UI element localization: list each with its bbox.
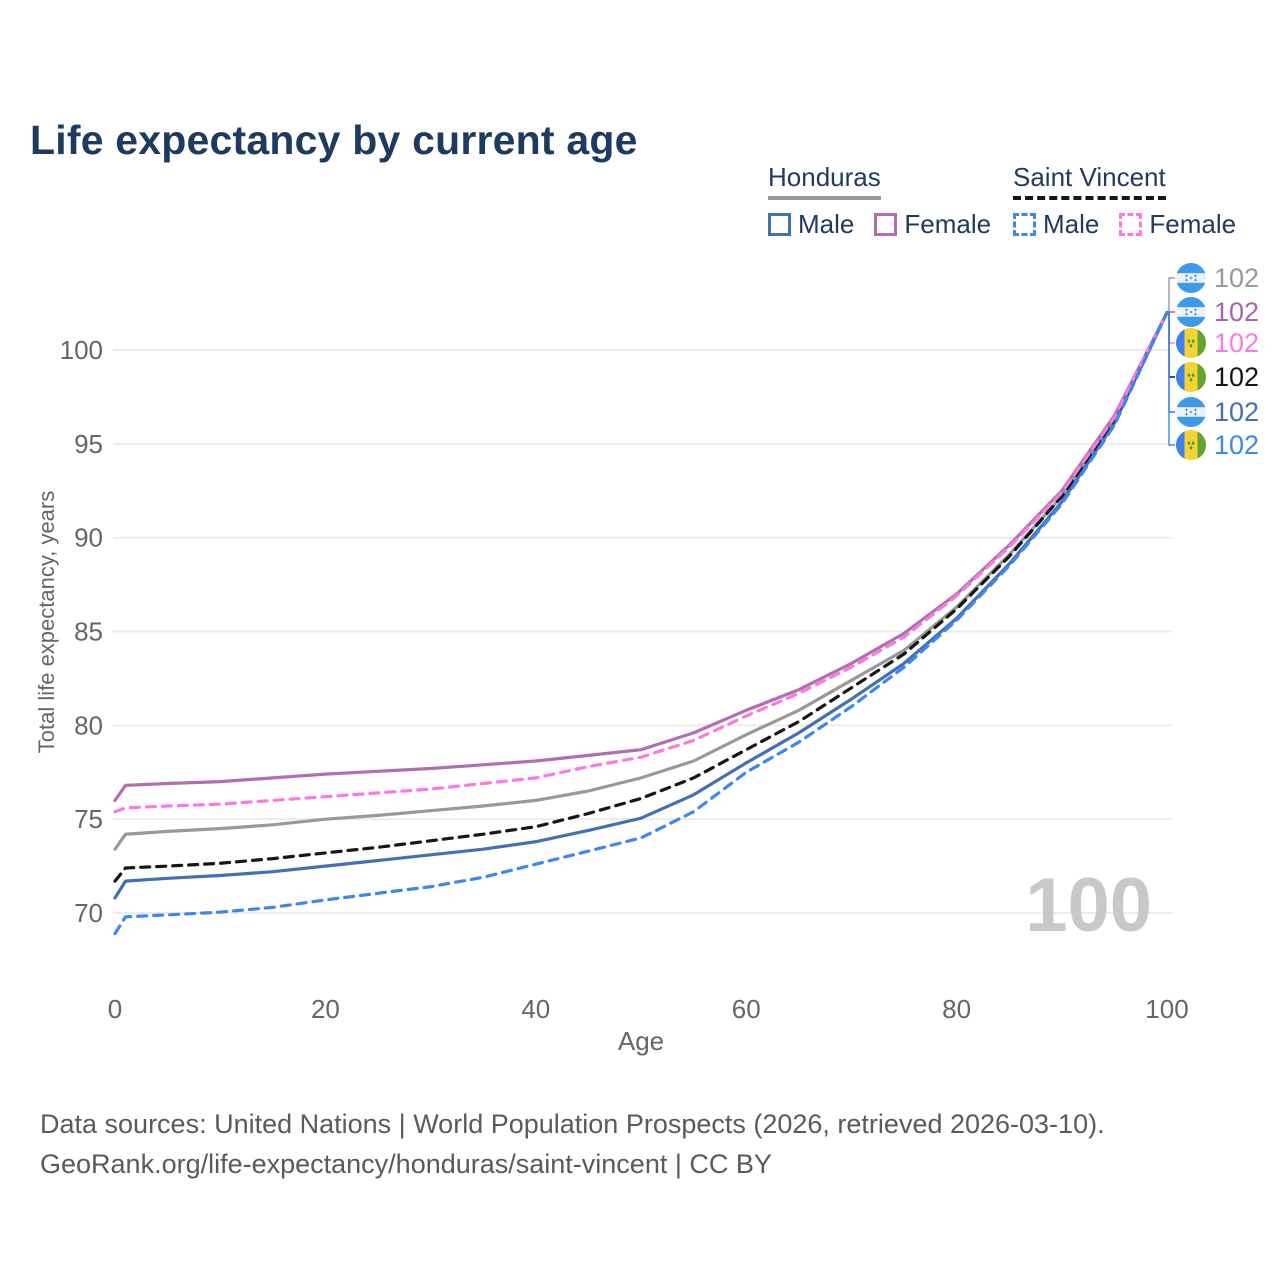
y-tick-label: 90 [74,523,103,553]
saint-vincent-flag-icon [1176,430,1206,460]
end-label-row-hn_female: 102 [1176,297,1259,327]
honduras-flag-icon [1176,297,1206,327]
legend-label-honduras-female: Female [904,209,992,239]
x-axis-title: Age [617,1026,665,1056]
honduras-flag-icon [1176,397,1206,427]
series-line-hn_total[interactable] [113,310,1169,851]
legend-item-saint-vincent-male[interactable]: Male [1013,209,1099,240]
legend-swatch-honduras-female [874,213,898,236]
legend-group-honduras: Honduras Male Female [768,162,991,240]
x-tick-label: 40 [521,994,550,1024]
y-tick-label: 100 [60,335,103,365]
x-tick-label: 20 [311,994,340,1024]
series-line-vc_male[interactable] [113,310,1169,936]
leader-line-vc_male [1167,311,1175,446]
end-value-vc_male: 102 [1214,430,1260,460]
honduras-flag-icon [1176,397,1206,427]
leader-line-hn_male [1167,311,1175,413]
legend-label-saint-vincent-female: Female [1149,209,1237,239]
saint-vincent-flag-icon [1176,328,1206,358]
y-axis-title: Total life expectancy, years [34,490,59,754]
leader-line-vc_total [1167,311,1175,378]
y-tick-label: 70 [74,898,103,928]
x-tick-label: 0 [108,994,122,1024]
y-tick-label: 95 [74,429,103,459]
end-label-row-vc_total: 102 [1176,362,1259,392]
legend-header-saint-vincent[interactable]: Saint Vincent [1013,162,1166,200]
series-line-hn_male[interactable] [113,310,1169,900]
y-tick-label: 75 [74,804,103,834]
y-tick-label: 85 [74,617,103,647]
legend-group-saint-vincent: Saint Vincent Male Female [1013,162,1236,240]
hovered-age-indicator: 100 [1025,863,1152,948]
legend-header-honduras[interactable]: Honduras [768,162,881,200]
footer-data-sources: Data sources: United Nations | World Pop… [40,1109,1105,1139]
legend-item-honduras-female[interactable]: Female [874,209,991,240]
end-label-row-vc_male: 102 [1176,430,1259,460]
end-value-hn_total: 102 [1214,263,1260,293]
end-label-row-hn_male: 102 [1176,397,1259,427]
saint-vincent-flag-icon [1176,362,1206,392]
footer-attribution: GeoRank.org/life-expectancy/honduras/sai… [40,1149,772,1179]
page-title: Life expectancy by current age [30,117,638,164]
end-value-hn_male: 102 [1214,397,1260,427]
series-line-vc_total[interactable] [113,310,1169,883]
end-label-row-vc_female: 102 [1176,328,1259,358]
saint-vincent-flag-icon [1176,328,1206,358]
x-tick-label: 80 [942,994,971,1024]
footer: Data sources: United Nations | World Pop… [40,1104,1240,1184]
x-tick-label: 100 [1145,994,1188,1024]
end-value-hn_female: 102 [1214,297,1260,327]
end-value-vc_total: 102 [1214,362,1260,392]
honduras-flag-icon [1176,263,1206,293]
legend-item-saint-vincent-female[interactable]: Female [1119,209,1236,240]
saint-vincent-flag-icon [1176,430,1206,460]
legend-swatch-saint-vincent-female [1119,213,1143,236]
legend-label-saint-vincent-male: Male [1043,209,1100,239]
series-line-hn_female[interactable] [113,310,1169,803]
leader-line-vc_female [1167,311,1175,344]
honduras-flag-icon [1176,297,1206,327]
leader-line-hn_total [1167,277,1175,314]
end-label-row-hn_total: 102 [1176,263,1259,293]
series-line-vc_female[interactable] [113,310,1169,814]
legend-label-honduras-male: Male [798,209,855,239]
honduras-flag-icon [1176,263,1206,293]
end-value-vc_female: 102 [1214,328,1260,358]
legend-swatch-honduras-male [768,213,791,236]
legend-item-honduras-male[interactable]: Male [768,209,854,240]
x-tick-label: 60 [732,994,761,1024]
legend-swatch-saint-vincent-male [1013,213,1036,236]
saint-vincent-flag-icon [1176,362,1206,392]
y-tick-label: 80 [74,710,103,740]
